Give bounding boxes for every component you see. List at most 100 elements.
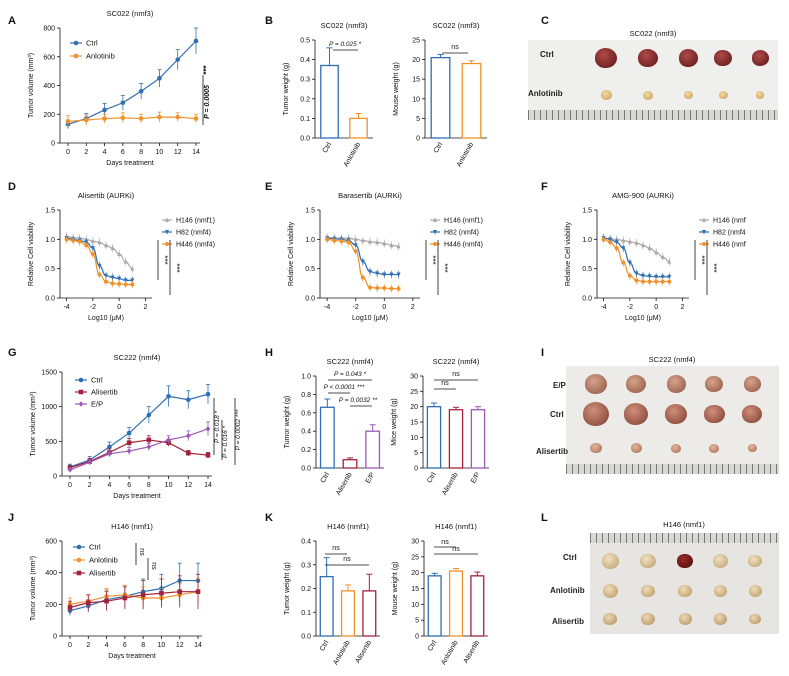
data-point [660,254,665,259]
tumor-specimen [748,554,762,568]
chart-title: SC022 (nmf3) [107,9,154,18]
legend-marker [702,242,706,246]
bar-ctrl [319,406,335,469]
data-point [396,243,401,249]
y-tick-label: 0 [53,634,57,641]
y-tick-label: 400 [45,570,57,577]
data-point [396,286,401,291]
y-tick-label: 0.5 [305,266,315,273]
legend-label: Ctrl [89,543,101,552]
data-point [122,595,128,601]
legend-label: H446 (nmf [713,242,746,249]
x-category-label: Ctrl [433,141,445,154]
data-point [71,238,76,243]
photo-panel-i [566,366,779,474]
y-axis-label: Tumor volume (mm³) [30,391,37,456]
data-point [614,246,619,251]
photo-l-label-ctrl: Ctrl [563,553,577,562]
tumor-specimen [678,584,692,598]
panel-letter-i: I [541,347,544,359]
y-tick-label: 20 [412,57,420,64]
y-tick-label: 0.0 [305,296,315,303]
legend-label: H146 (nmf1) [444,218,483,225]
legend-marker [73,53,79,59]
data-point [614,240,619,245]
y-tick-label: 15 [412,77,420,84]
y-tick-label: 0.1 [301,610,311,617]
legend-marker [78,389,84,395]
y-tick-label: 0.6 [301,410,311,417]
y-tick-label: 0.3 [300,77,310,84]
data-point [67,466,73,473]
legend-marker [73,40,79,46]
legend-label: H82 (nmf4) [444,230,479,237]
data-point [90,238,95,244]
legend-label: H82 (nmf4 [713,230,746,237]
y-axis-label: Tumor weight (g) [283,63,290,116]
y-tick-label: 30 [411,539,419,546]
legend-marker [702,230,706,235]
ruler [528,110,778,120]
bar-ctrl [319,575,334,637]
y-tick-label: 0 [53,474,57,481]
p-value: P = 0.0002 *** [235,409,242,450]
data-point [353,243,358,248]
data-point [97,263,102,269]
y-tick-label: 25 [410,389,418,396]
x-tick-label: 8 [147,482,151,489]
p-value: P = 0.018 * [214,410,221,443]
data-point [130,282,135,287]
tumor-specimen [743,376,761,392]
data-point [126,440,132,446]
data-point [102,116,107,121]
y-tick-label: 1.5 [305,208,315,215]
x-tick-label: 14 [192,149,200,156]
significance-stars: *** [160,255,169,264]
legend-marker [433,230,437,235]
ns-label: ns [332,545,340,552]
data-point [339,239,344,244]
panel-letter-k: K [265,512,273,524]
y-tick-label: 5 [416,116,420,123]
data-point [346,240,351,245]
data-point [146,444,152,450]
series-line-anlotinib [67,116,197,123]
legend-marker [76,544,82,550]
data-point [90,246,95,251]
bar-anlotinib [340,590,356,637]
x-tick-label: 8 [139,149,143,156]
panel-letter-g: G [8,347,17,359]
legend-label: Ctrl [91,376,103,385]
x-tick-label: 2 [143,304,147,311]
x-axis-label: Days treatment [108,653,156,660]
x-category-label: Ctrl [319,639,331,652]
x-category-label: E/P [470,471,482,485]
legend-marker [76,557,82,563]
data-point [185,450,191,456]
y-tick-label: 1.5 [582,208,592,215]
x-category-label: Anlotinib [440,639,460,666]
data-point [84,243,89,248]
y-tick-label: 15 [410,420,418,427]
y-axis-label: Tumor weight (g) [284,396,291,449]
data-point [621,237,626,243]
y-tick-label: 1000 [41,404,57,411]
data-point [175,57,181,62]
panel-letter-d: D [8,181,16,193]
legend-marker [78,377,84,383]
tumor-specimen [712,554,728,568]
data-point [360,237,365,243]
data-point [195,589,201,594]
tumor-specimen [683,90,693,100]
legend-marker [165,230,169,235]
y-tick-label: 0.0 [582,296,592,303]
x-tick-label: -4 [63,304,69,311]
series-line-ctrl [69,393,209,468]
ns-label: ns [452,371,460,378]
x-tick-label: 12 [174,149,182,156]
data-point [360,275,365,280]
ns-label: ns [452,546,460,553]
tumor-specimen [742,405,762,423]
significance-stars: *** [172,263,181,272]
tumor-specimen [747,443,757,453]
